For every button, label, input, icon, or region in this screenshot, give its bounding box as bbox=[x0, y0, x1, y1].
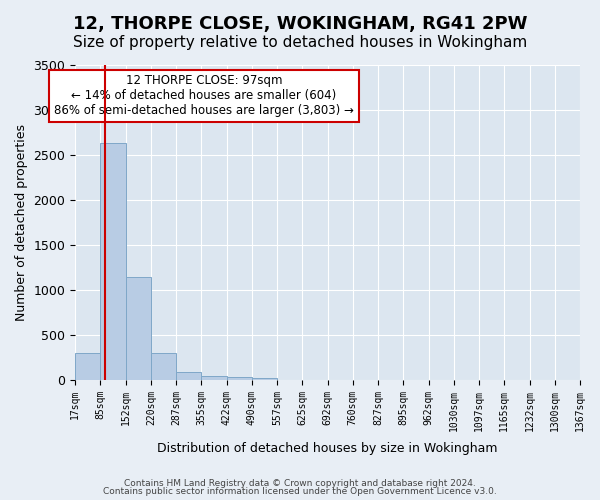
Bar bbox=[100, 144, 125, 380]
Bar bbox=[252, 378, 277, 380]
Text: Contains HM Land Registry data © Crown copyright and database right 2024.: Contains HM Land Registry data © Crown c… bbox=[124, 478, 476, 488]
Bar bbox=[227, 378, 252, 380]
Bar bbox=[125, 278, 151, 380]
Text: Contains public sector information licensed under the Open Government Licence v3: Contains public sector information licen… bbox=[103, 487, 497, 496]
X-axis label: Distribution of detached houses by size in Wokingham: Distribution of detached houses by size … bbox=[157, 442, 498, 455]
Text: 12, THORPE CLOSE, WOKINGHAM, RG41 2PW: 12, THORPE CLOSE, WOKINGHAM, RG41 2PW bbox=[73, 15, 527, 33]
Bar bbox=[151, 353, 176, 380]
Bar bbox=[202, 376, 227, 380]
Text: Size of property relative to detached houses in Wokingham: Size of property relative to detached ho… bbox=[73, 35, 527, 50]
Bar bbox=[75, 353, 100, 380]
Bar bbox=[176, 372, 202, 380]
Text: 12 THORPE CLOSE: 97sqm
← 14% of detached houses are smaller (604)
86% of semi-de: 12 THORPE CLOSE: 97sqm ← 14% of detached… bbox=[54, 74, 354, 118]
Y-axis label: Number of detached properties: Number of detached properties bbox=[15, 124, 28, 321]
